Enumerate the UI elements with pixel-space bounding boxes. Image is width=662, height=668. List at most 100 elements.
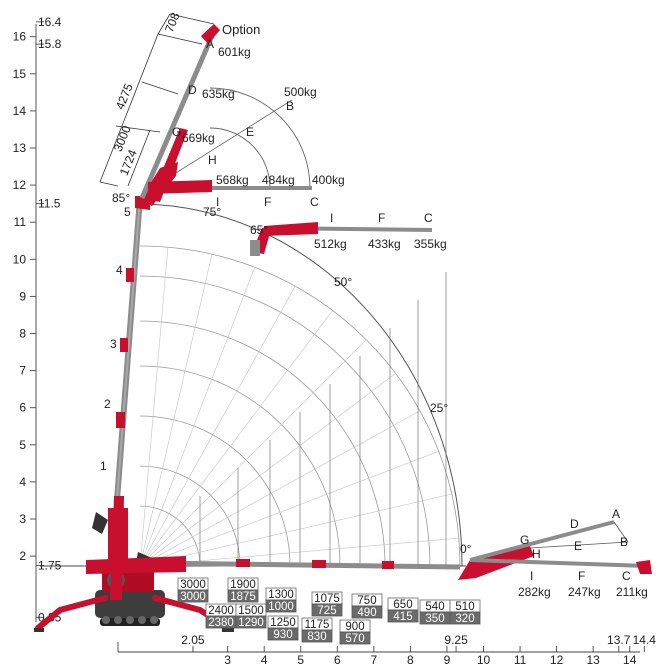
dim-4275: 4275: [113, 81, 136, 111]
load-value-bottom: 2380: [208, 617, 234, 629]
boom-section-2: 2: [104, 397, 111, 411]
load-value-top: 1075: [314, 593, 340, 605]
work-area-grid: [139, 87, 463, 567]
load-box-bottom: [351, 605, 383, 619]
upper-jib-arc: [209, 87, 311, 189]
boom-highlight: [116, 197, 141, 501]
y-tick-label: 6: [19, 401, 26, 415]
x-tick-label: 13: [586, 653, 600, 667]
upper-jib-arc: [209, 127, 271, 189]
up-I-load: 568kg: [216, 173, 249, 187]
hboom-base-section: [86, 556, 186, 574]
boom-section-5: 5: [124, 205, 131, 219]
load-value-bottom: 1000: [268, 601, 294, 613]
track-wheel: [102, 616, 110, 624]
up-D: D: [188, 83, 197, 97]
x-axis-ticks: 3 4 5 6 7 8 9 10 11 12 13 14 2.05 9.25 13.7 14.4: [181, 633, 656, 667]
angle-0: 0°: [460, 542, 472, 556]
load-value-top: 650: [393, 599, 412, 611]
up-G-load: 669kg: [182, 131, 215, 145]
load-box-bottom: [449, 611, 481, 625]
grid-radial: [139, 254, 213, 567]
low-C-load: 211kg: [616, 585, 648, 599]
up-E: E: [246, 125, 254, 139]
angle-65: 65°: [250, 223, 268, 237]
middle-jib: [250, 222, 433, 256]
boom-section-1: 1: [100, 459, 107, 473]
grid-radial: [139, 493, 452, 567]
load-value-bottom: 725: [317, 605, 336, 617]
load-value-top: 2400: [208, 605, 234, 617]
upper-jib-extended: [139, 35, 215, 199]
low-A: A: [612, 507, 620, 521]
up-C-load: 400kg: [312, 173, 345, 187]
angle-75: 75°: [203, 205, 221, 219]
mid-I-load: 512kg: [314, 237, 347, 251]
x-tick-label: 7: [371, 653, 378, 667]
low-I: I: [530, 569, 533, 583]
up-A-load: 601kg: [218, 45, 251, 59]
y-tick-label: 10: [13, 252, 27, 266]
y-tick-label: 4: [19, 475, 26, 489]
outrigger-left: [35, 595, 108, 631]
upper-jib-tip: [201, 24, 220, 44]
load-box-bottom: [339, 631, 371, 645]
dim-3000: 3000: [111, 123, 134, 153]
load-box-bottom: [301, 629, 333, 643]
low-jib-h-line: [529, 541, 629, 549]
up-C: C: [310, 195, 319, 209]
load-box-bottom: [387, 609, 419, 623]
load-value-top: 1900: [230, 579, 256, 591]
y-tick-label: 7: [19, 364, 26, 378]
load-box-bottom: [267, 627, 299, 641]
y-tick-label: 15: [13, 67, 27, 81]
x-tick-label: 12: [550, 653, 564, 667]
low-jib-b-line: [613, 521, 629, 543]
track-wheel: [126, 616, 134, 624]
y-tick-label: 9: [19, 289, 26, 303]
mid-C: C: [424, 211, 433, 225]
mid-I: I: [330, 211, 333, 225]
load-value-top: 1500: [238, 605, 264, 617]
load-value-bottom: 320: [455, 613, 474, 625]
x-special-label: 9.25: [444, 633, 468, 647]
diagram-labels: Option 85° 75° 65° 50° 25° 0° 1 2 3 4 5 708 4275 3000 1…: [100, 10, 648, 599]
load-value-bottom: 570: [345, 633, 364, 645]
y-special-label: 16.4: [38, 15, 62, 29]
y-tick-label: 13: [13, 141, 27, 155]
horizontal-boom: [86, 556, 461, 574]
x-tick-label: 9: [444, 653, 451, 667]
up-F: F: [264, 195, 271, 209]
y-special-label: 1.75: [38, 558, 62, 572]
mid-F: F: [378, 211, 385, 225]
track-wheel: [150, 616, 158, 624]
low-jib-base: [458, 546, 534, 580]
low-I-load: 282kg: [518, 585, 551, 599]
y-tick-label: 2: [19, 549, 26, 563]
load-value-top: 3000: [180, 579, 206, 591]
y-tick-label: 5: [19, 438, 26, 452]
grid-radial: [139, 410, 421, 567]
load-value-top: 1175: [305, 619, 330, 631]
grid-radial: [139, 267, 255, 567]
y-tick-label: 12: [13, 178, 27, 192]
low-C: C: [622, 569, 631, 583]
x-special-label: 2.05: [181, 633, 205, 647]
low-F-load: 247kg: [568, 585, 601, 599]
up-B-load: 500kg: [284, 85, 317, 99]
low-G: G: [520, 533, 529, 547]
x-tick-label: 11: [514, 653, 527, 667]
option-label: Option: [222, 22, 260, 37]
boom-joint-3: [126, 268, 134, 282]
load-box-bottom: [227, 589, 259, 603]
hboom-joint-2: [312, 560, 326, 568]
load-value-bottom: 1290: [238, 617, 264, 629]
up-I: I: [216, 195, 219, 209]
boom-section-4: 4: [116, 263, 123, 277]
x-tick-label: 3: [224, 653, 231, 667]
load-value-top: 1250: [270, 617, 296, 629]
x-tick-label: 14: [623, 653, 637, 667]
grid-radial: [139, 310, 333, 567]
